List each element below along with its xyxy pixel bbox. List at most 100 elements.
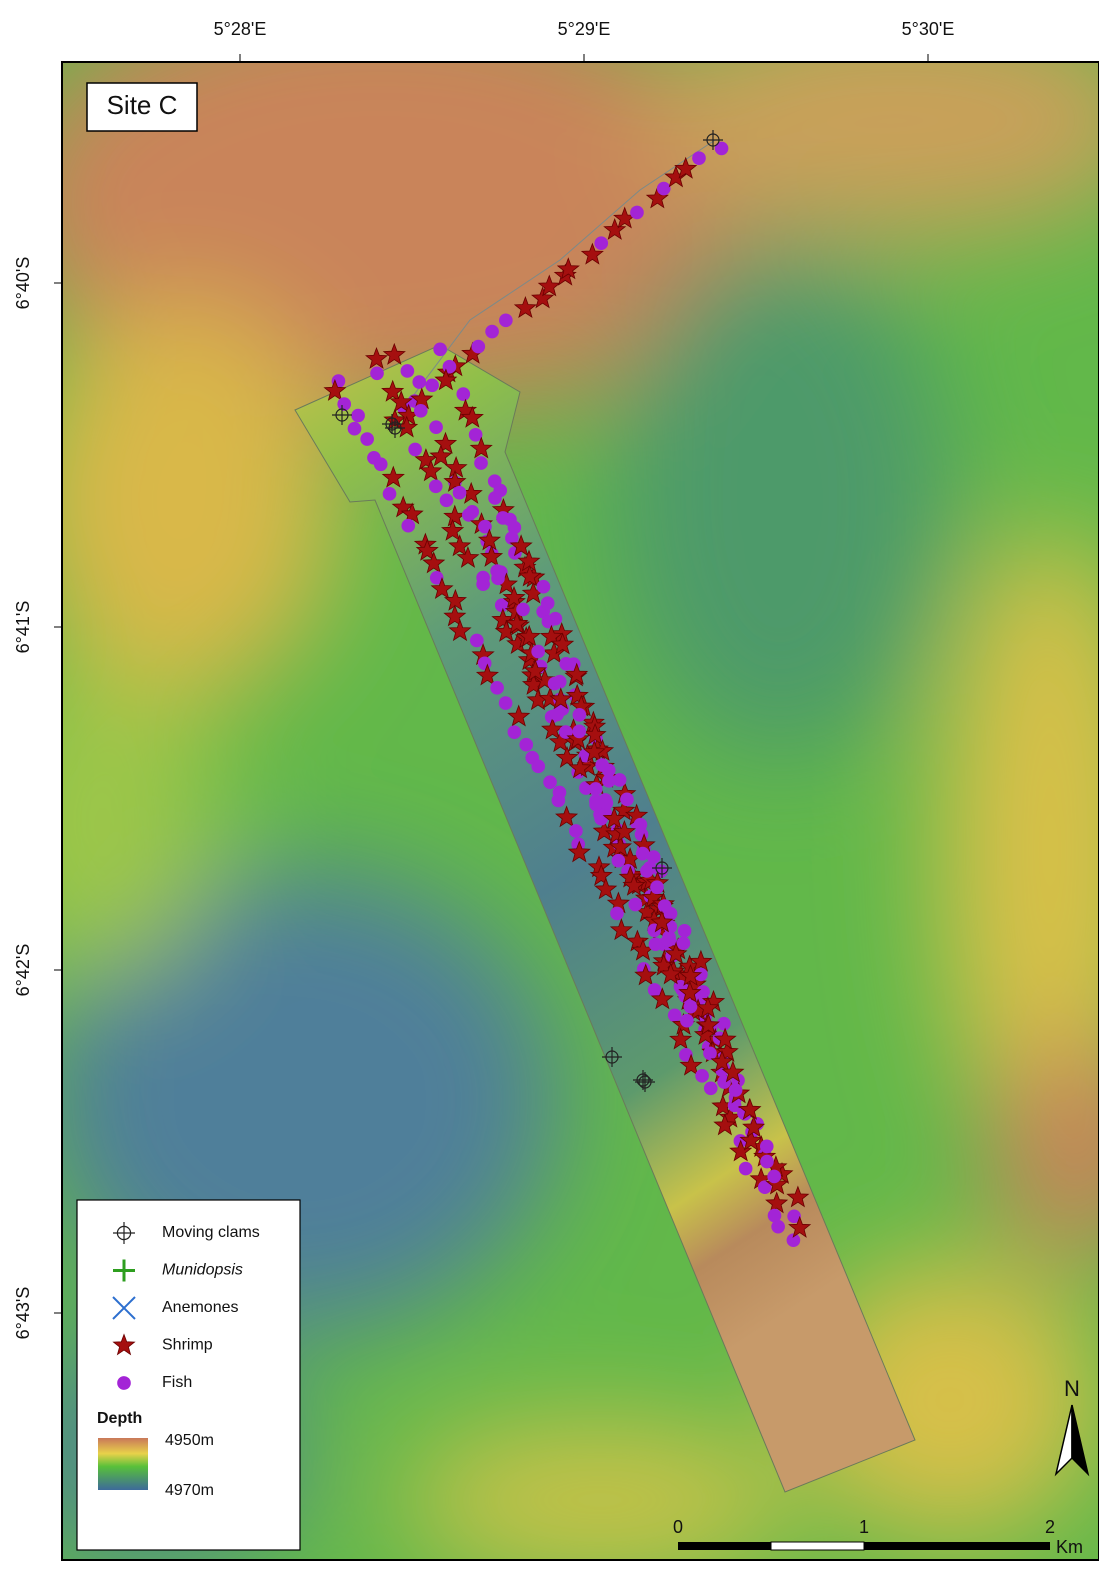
fish-marker <box>478 656 492 670</box>
fish-marker <box>425 378 439 392</box>
longitude-label: 5°29'E <box>558 19 611 39</box>
fish-marker <box>456 387 470 401</box>
fish-marker <box>383 487 397 501</box>
legend-label: Moving clams <box>162 1224 260 1241</box>
fish-marker <box>760 1155 774 1169</box>
fish-marker <box>519 738 533 752</box>
depth-shallow-label: 4950m <box>165 1432 214 1449</box>
fish-marker <box>684 1000 698 1014</box>
fish-marker <box>550 708 564 722</box>
fish-marker <box>499 696 513 710</box>
fish-marker <box>508 521 522 535</box>
fish-marker <box>499 314 513 328</box>
fish-marker <box>440 494 454 508</box>
fish-marker <box>648 983 662 997</box>
fish-marker <box>634 818 648 832</box>
fish-marker <box>508 725 522 739</box>
fish-marker <box>595 758 609 772</box>
fish-marker <box>516 603 530 617</box>
scale-tick-label: 0 <box>673 1517 683 1537</box>
fish-marker <box>348 422 362 436</box>
fish-marker <box>657 182 671 196</box>
fish-marker <box>767 1170 781 1184</box>
fish-marker <box>729 1083 743 1097</box>
fish-marker <box>771 1220 785 1234</box>
fish-marker <box>476 577 490 591</box>
fish-marker <box>117 1376 131 1390</box>
fish-marker <box>374 457 388 471</box>
fish-marker <box>649 937 663 951</box>
scale-tick-label: 2 <box>1045 1517 1055 1537</box>
fish-marker <box>739 1162 753 1176</box>
scale-unit: Km <box>1056 1537 1083 1557</box>
fish-marker <box>443 360 457 374</box>
fish-marker <box>470 634 484 648</box>
fish-marker <box>572 725 586 739</box>
fish-marker <box>569 824 583 838</box>
fish-marker <box>594 812 608 826</box>
fish-marker <box>612 854 626 868</box>
fish-marker <box>453 486 467 500</box>
fish-marker <box>488 491 502 505</box>
fish-marker <box>695 1069 709 1083</box>
fish-marker <box>680 1014 694 1028</box>
longitude-label: 5°30'E <box>902 19 955 39</box>
fish-marker <box>640 864 654 878</box>
scale-segment <box>864 1542 1050 1550</box>
scale-segment <box>771 1542 864 1550</box>
legend: Moving clams Munidopsis Anemones Shrimp Fish… <box>77 1200 300 1550</box>
fish-marker <box>370 366 384 380</box>
fish-marker <box>429 420 443 434</box>
fish-marker <box>408 443 422 457</box>
fish-marker <box>429 479 443 493</box>
fish-marker <box>715 142 729 156</box>
legend-label: Fish <box>162 1374 192 1391</box>
fish-marker <box>351 409 365 423</box>
fish-marker <box>537 580 551 594</box>
depth-title: Depth <box>97 1410 142 1427</box>
fish-marker <box>717 1017 731 1031</box>
legend-label: Munidopsis <box>162 1262 243 1279</box>
longitude-label: 5°28'E <box>214 19 267 39</box>
fish-marker <box>629 898 643 912</box>
fish-marker <box>541 596 555 610</box>
fish-marker <box>412 375 426 389</box>
fish-marker <box>491 572 505 586</box>
fish-marker <box>485 325 499 339</box>
fish-marker <box>703 1046 717 1060</box>
fish-marker <box>600 796 614 810</box>
fish-marker <box>668 1008 682 1022</box>
fish-marker <box>594 236 608 250</box>
fish-marker <box>474 456 488 470</box>
latitude-label: 6°41'S <box>13 601 33 654</box>
latitude-label: 6°42'S <box>13 944 33 997</box>
fish-marker <box>414 404 428 418</box>
north-label: N <box>1064 1376 1080 1401</box>
fish-marker <box>692 151 706 165</box>
fish-marker <box>573 708 587 722</box>
fish-marker <box>401 364 415 378</box>
fish-marker <box>678 924 692 938</box>
fish-marker <box>602 774 616 788</box>
site-label: Site C <box>107 90 178 120</box>
fish-marker <box>658 899 672 913</box>
fish-marker <box>760 1140 774 1154</box>
fish-marker <box>471 340 485 354</box>
depth-colorbar <box>98 1438 148 1490</box>
fish-marker <box>610 907 624 921</box>
fish-marker <box>677 936 691 950</box>
scale-segment <box>678 1542 771 1550</box>
fish-marker <box>542 615 556 629</box>
scale-tick-label: 1 <box>859 1517 869 1537</box>
fish-marker <box>496 511 510 525</box>
legend-label: Shrimp <box>162 1337 213 1354</box>
page: 5°28'E5°29'E5°30'E6°40'S6°41'S6°42'S6°43… <box>0 0 1099 1569</box>
fish-marker <box>553 675 567 689</box>
fish-marker <box>589 782 603 796</box>
fish-marker <box>650 880 664 894</box>
fish-marker <box>360 432 374 446</box>
fish-marker <box>630 206 644 220</box>
fish-marker <box>465 505 479 519</box>
legend-label: Anemones <box>162 1299 239 1316</box>
map-figure: 5°28'E5°29'E5°30'E6°40'S6°41'S6°42'S6°43… <box>0 0 1099 1564</box>
